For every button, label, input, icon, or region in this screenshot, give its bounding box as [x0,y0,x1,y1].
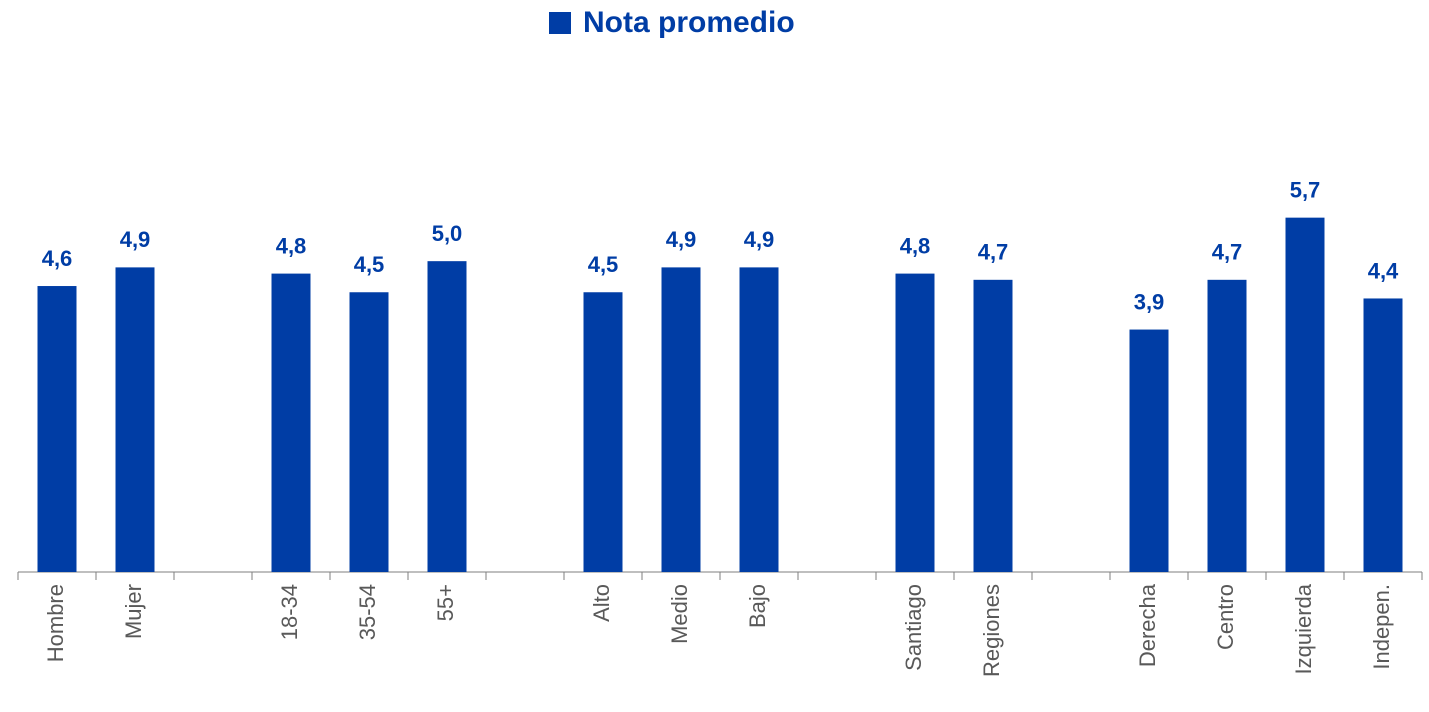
x-tick-label: Alto [589,584,614,622]
bar [37,286,77,572]
x-tick-label: Centro [1213,584,1238,650]
value-label: 4,7 [978,240,1009,265]
value-label: 4,9 [744,227,775,252]
value-label: 5,7 [1290,177,1321,202]
value-label: 4,8 [276,233,307,258]
bar [427,261,467,572]
bar [895,273,935,572]
x-tick-label: Bajo [745,584,770,628]
legend-swatch [549,12,571,34]
x-tick-label: 35-54 [355,584,380,640]
value-label: 5,0 [432,221,463,246]
bar [1285,217,1325,572]
bar [1363,298,1403,572]
value-label: 4,8 [900,233,931,258]
bar [271,273,311,572]
value-label: 4,9 [120,227,151,252]
value-label: 4,5 [588,252,619,277]
x-tick-label: Regiones [979,584,1004,677]
bar [739,267,779,572]
x-tick-label: Santiago [901,584,926,671]
x-tick-label: Hombre [43,584,68,662]
bar [115,267,155,572]
x-tick-label: Izquierda [1291,583,1316,674]
bar [349,292,389,572]
bar [661,267,701,572]
legend-label: Nota promedio [583,6,795,39]
value-label: 4,4 [1368,258,1399,283]
value-label: 4,5 [354,252,385,277]
x-tick-label: 55+ [433,584,458,621]
bar [973,279,1013,572]
value-label: 4,6 [42,246,73,271]
x-tick-label: Mujer [121,584,146,639]
value-label: 3,9 [1134,289,1165,314]
bar [1129,329,1169,572]
x-tick-label: Derecha [1135,583,1160,667]
x-tick-label: Medio [667,584,692,644]
x-tick-label: Indepen. [1369,584,1394,670]
bar [583,292,623,572]
x-tick-label: 18-34 [277,584,302,640]
bar [1207,279,1247,572]
value-label: 4,9 [666,227,697,252]
value-label: 4,7 [1212,240,1243,265]
